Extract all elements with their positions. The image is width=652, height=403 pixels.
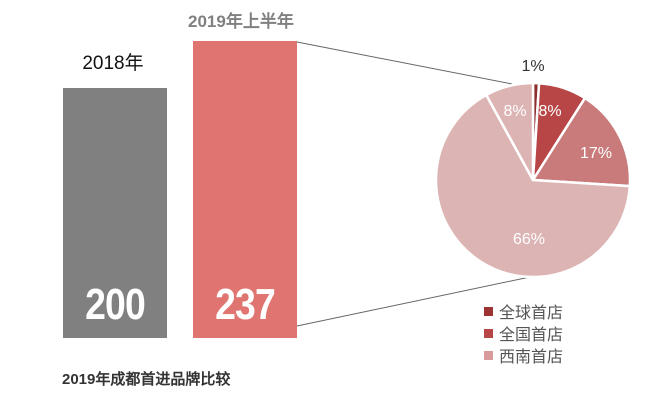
pie-label-3: 17% (580, 145, 612, 162)
bar-2019-label: 2019年上半年 (188, 12, 294, 31)
pie-slice-4 (434, 93, 632, 279)
bar-2019: 237 (193, 41, 297, 338)
pie-slice-3 (530, 96, 632, 188)
legend-swatch-icon (484, 306, 493, 316)
bar-2019-value: 237 (215, 280, 276, 329)
bar-2018: 200 (63, 88, 167, 338)
pie-label-2: 8% (538, 103, 561, 120)
legend-item-national: 全国首店 (484, 321, 563, 345)
legend-swatch-icon (484, 328, 493, 338)
bar-2018-value: 200 (85, 280, 146, 329)
pie-label-5: 8% (503, 103, 526, 120)
legend-label: 西南首店 (499, 349, 564, 366)
legend-label: 全国首店 (499, 327, 564, 344)
bar-2018-label: 2018年 (82, 53, 144, 74)
pie-label-4: 66% (513, 231, 545, 248)
legend-swatch-icon (484, 350, 493, 360)
pie-label-1: 1% (521, 58, 544, 75)
chart-caption: 2019年成都首进品牌比较 (62, 371, 231, 388)
pie-slice-5 (484, 81, 535, 181)
connector-line-top (296, 41, 513, 85)
legend-label: 全球首店 (499, 305, 564, 322)
legend-item-southwest: 西南首店 (484, 343, 563, 367)
legend-item-global: 全球首店 (484, 299, 563, 323)
connector-line-bottom (296, 276, 531, 327)
